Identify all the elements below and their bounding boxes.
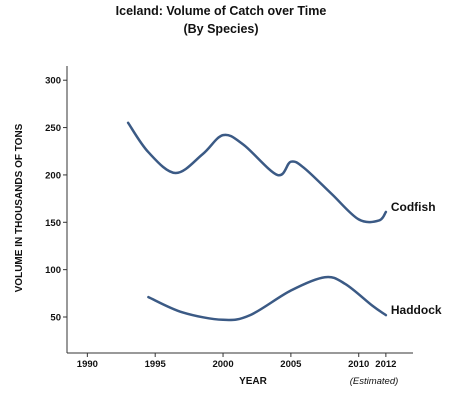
y-axis-label: VOLUME IN THOUSANDS OF TONS [14, 123, 25, 292]
chart-title: Iceland: Volume of Catch over Time [116, 4, 327, 18]
x-tick-label: 2000 [212, 359, 233, 370]
codfish-line [128, 123, 386, 222]
y-tick-label: 150 [45, 218, 61, 229]
y-tick-label: 300 [45, 76, 61, 87]
y-tick-label: 200 [45, 170, 61, 181]
codfish-label: Codfish [391, 200, 436, 214]
y-tick-label: 100 [45, 265, 61, 276]
x-tick-label: 2005 [280, 359, 302, 370]
series-labels: Codfish Haddock [391, 200, 442, 317]
tick-labels: 50 100 150 200 250 300 1990 1995 2000 2005 2010 201… [45, 76, 396, 370]
haddock-line [148, 277, 386, 320]
x-tick-label: 2010 [348, 359, 369, 370]
x-tick-label: 1990 [77, 359, 98, 370]
chart-subtitle: (By Species) [183, 22, 258, 36]
y-tick-label: 50 [50, 313, 61, 324]
estimated-annotation: (Estimated) [350, 376, 399, 387]
series-lines [128, 123, 386, 320]
haddock-label: Haddock [391, 303, 442, 317]
y-tick-label: 250 [45, 123, 61, 134]
x-axis-label: YEAR [239, 376, 268, 387]
x-tick-label: 2012 [375, 359, 396, 370]
axes [63, 66, 413, 357]
x-tick-label: 1995 [145, 359, 167, 370]
